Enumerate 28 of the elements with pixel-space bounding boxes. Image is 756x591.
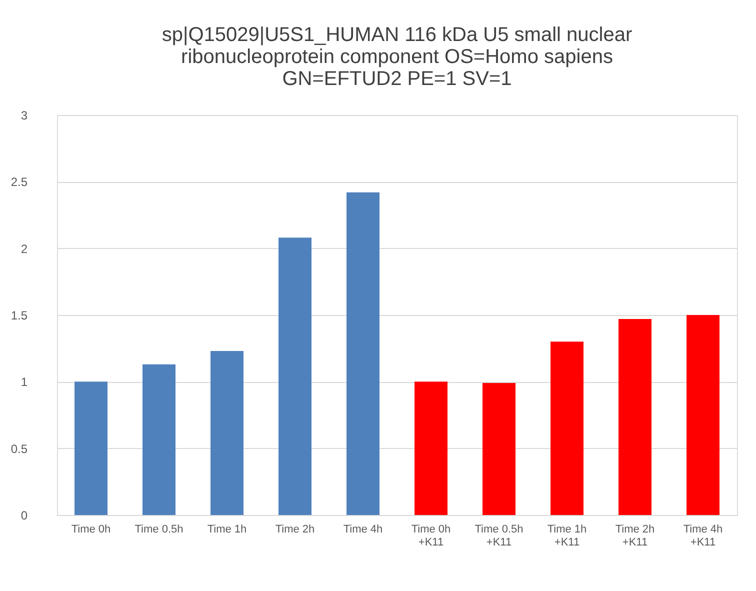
x-tick-label: Time 2h bbox=[275, 524, 315, 536]
x-tick-label: Time 0.5h bbox=[134, 524, 184, 536]
bar bbox=[142, 364, 176, 515]
x-tick-label: Time 1h bbox=[207, 524, 247, 536]
chart-title: sp|Q15029|U5S1_HUMAN 116 kDa U5 small nuclear ribonucleoprotein component OS=Homo sapiens GN=EFTUD2 PE=1 SV=1 bbox=[162, 24, 632, 90]
bar bbox=[482, 383, 516, 515]
bar bbox=[346, 192, 380, 515]
x-tick-label: Time 4h bbox=[343, 524, 383, 536]
x-tick-label: Time 4h +K11 bbox=[683, 524, 723, 548]
bar bbox=[210, 351, 244, 515]
bar bbox=[618, 319, 652, 515]
x-tick-label: Time 0h +K11 bbox=[411, 524, 451, 548]
y-tick-label: 2.5 bbox=[10, 175, 28, 190]
y-tick-label: 0 bbox=[20, 508, 28, 522]
x-tick-label: Time 0.5h +K11 bbox=[474, 524, 524, 548]
bar bbox=[414, 382, 448, 515]
bar bbox=[550, 342, 584, 515]
bar bbox=[278, 238, 312, 515]
x-tick-label: Time 2h +K11 bbox=[615, 524, 655, 548]
x-tick-label: Time 0h bbox=[71, 524, 111, 536]
bar bbox=[74, 382, 108, 515]
y-tick-label: 2 bbox=[20, 242, 28, 256]
y-tick-label: 0.5 bbox=[10, 442, 28, 456]
y-tick-label: 1 bbox=[20, 375, 28, 390]
x-tick-label: Time 1h +K11 bbox=[547, 524, 587, 548]
bar bbox=[686, 315, 720, 515]
y-tick-label: 3 bbox=[20, 108, 28, 122]
y-tick-label: 1.5 bbox=[10, 308, 28, 322]
